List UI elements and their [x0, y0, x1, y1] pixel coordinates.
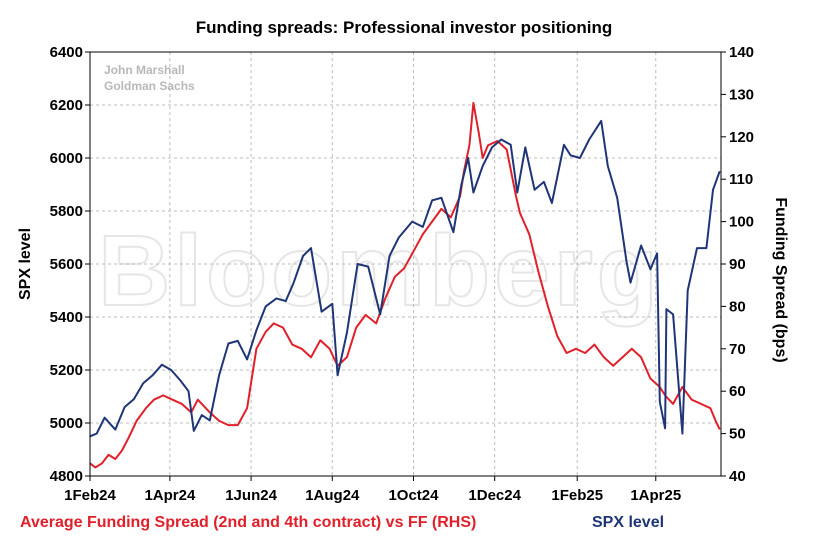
y-tick-label: 5000 — [50, 415, 83, 432]
x-axis-ticks: 1Feb24 1Apr24 1Jun24 1Aug24 1Oct24 1Dec24 1Feb… — [64, 476, 681, 504]
y2-tick-label: 60 — [729, 383, 746, 400]
chart-title: Funding spreads: Professional investor p… — [196, 18, 613, 37]
y2-tick-label: 90 — [729, 256, 746, 273]
x-tick-label: 1Oct24 — [388, 487, 439, 504]
grid — [90, 52, 721, 476]
y2-axis-ticks: 40 50 60 70 80 90 100 110 120 130 140 — [721, 44, 754, 485]
legend-funding-spread: Average Funding Spread (2nd and 4th cont… — [20, 514, 476, 531]
x-tick-label: 1Apr24 — [144, 487, 196, 504]
y-tick-label: 5400 — [50, 309, 83, 326]
x-tick-label: 1Jun24 — [225, 487, 277, 504]
y2-tick-label: 120 — [729, 129, 754, 146]
credit-line-2: Goldman Sachs — [104, 79, 195, 93]
x-tick-label: 1Feb25 — [551, 487, 603, 504]
y2-tick-label: 50 — [729, 426, 746, 443]
y2-tick-label: 70 — [729, 341, 746, 358]
x-tick-label: 1Dec24 — [468, 487, 521, 504]
y-axis-ticks: 4800 5000 5200 5400 5600 5800 6000 6200 6400 — [50, 44, 90, 485]
y2-axis-label: Funding Spread (bps) — [772, 197, 789, 362]
series-line-spx-level — [89, 119, 721, 438]
y-tick-label: 6000 — [50, 150, 83, 167]
x-tick-label: 1Aug24 — [305, 487, 360, 504]
y2-tick-label: 140 — [729, 44, 754, 61]
y-tick-label: 5200 — [50, 362, 83, 379]
y2-tick-label: 130 — [729, 86, 754, 103]
series-line-funding-spread — [89, 101, 721, 469]
y2-tick-label: 110 — [729, 171, 753, 188]
legend-spx-level: SPX level — [592, 514, 664, 531]
x-tick-label: 1Apr25 — [630, 487, 681, 504]
y-axis-label: SPX level — [17, 228, 34, 300]
credit-line-1: John Marshall — [104, 63, 185, 77]
watermark: Bloomberg — [98, 215, 662, 327]
x-tick-label: 1Feb24 — [64, 487, 116, 504]
y-tick-label: 4800 — [50, 468, 83, 485]
y2-tick-label: 100 — [729, 214, 754, 231]
y-tick-label: 6400 — [50, 44, 83, 61]
y-tick-label: 6200 — [50, 97, 83, 114]
y-tick-label: 5800 — [50, 203, 83, 220]
y-tick-label: 5600 — [50, 256, 83, 273]
series-layer — [89, 101, 721, 469]
y2-tick-label: 80 — [729, 298, 746, 315]
y2-tick-label: 40 — [729, 468, 746, 485]
